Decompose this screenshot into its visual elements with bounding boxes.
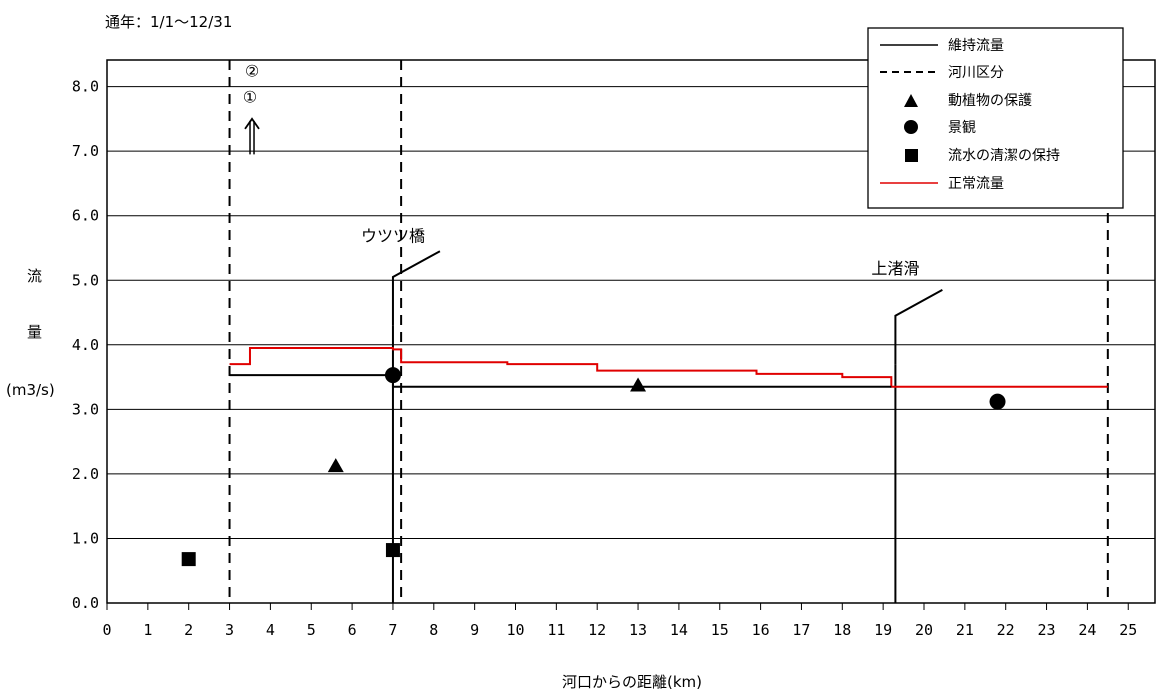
- x-tick-label: 2: [184, 621, 193, 639]
- legend-square-icon: [905, 149, 918, 162]
- x-tick-label: 24: [1078, 621, 1096, 639]
- legend-box: [867, 27, 1124, 209]
- x-tick-label: 17: [792, 621, 810, 639]
- legend-label-flora-fauna: 動植物の保護: [948, 93, 1032, 109]
- y-tick-label: 3.0: [72, 400, 99, 418]
- legend-label-water-quality: 流水の清潔の保持: [948, 148, 1060, 164]
- x-tick-label: 7: [388, 621, 397, 639]
- x-tick-label: 9: [470, 621, 479, 639]
- circled-number-label: ①: [243, 87, 257, 106]
- legend-circle-icon: [904, 120, 918, 134]
- x-axis-label: 河口からの距離(km): [562, 673, 702, 691]
- legend-label-landscape: 景観: [948, 119, 976, 136]
- x-tick-label: 1: [143, 621, 152, 639]
- bridge-symbol: [894, 289, 943, 365]
- circle-marker: [384, 367, 401, 384]
- data-markers: [181, 367, 1006, 567]
- bridge-name-label: 上渚滑: [871, 259, 919, 278]
- circled-number-label: ②: [245, 61, 259, 80]
- x-tick-label: 11: [547, 621, 565, 639]
- bridge-name-label: ウツツ橋: [361, 227, 425, 246]
- square-marker: [385, 543, 400, 558]
- triangle-marker: [327, 458, 344, 473]
- legend-triangle-icon: [904, 94, 918, 107]
- x-tick-label: 19: [874, 621, 892, 639]
- square-marker: [181, 552, 196, 567]
- y-tick-label: 2.0: [72, 465, 99, 483]
- x-tick-label: 12: [588, 621, 606, 639]
- y-tick-label: 5.0: [72, 271, 99, 289]
- y-axis-label-1: 流: [27, 267, 42, 285]
- legend-label-maintenance-flow: 維持流量: [948, 38, 1004, 54]
- series-lines: [229, 347, 1108, 388]
- x-tick-label: 15: [711, 621, 729, 639]
- tributary-lines: [391, 250, 943, 603]
- x-tick-label: 22: [997, 621, 1015, 639]
- chart-title: 通年：1/1〜12/31: [105, 13, 232, 31]
- x-tick-label: 3: [225, 621, 234, 639]
- x-tick-label: 6: [348, 621, 357, 639]
- triangle-marker: [630, 377, 647, 392]
- plot-frame: [106, 59, 1156, 604]
- arrow-head: [244, 117, 260, 130]
- bridge-symbol: [391, 250, 441, 326]
- x-tick-label: 14: [670, 621, 688, 639]
- y-axis-label-2: 量: [27, 323, 42, 341]
- legend-label-normal-flow: 正常流量: [948, 176, 1004, 192]
- x-tick-label: 18: [833, 621, 851, 639]
- y-tick-label: 6.0: [72, 207, 99, 225]
- maintenance-flow-line: [229, 374, 892, 388]
- x-tick-label: 0: [102, 621, 111, 639]
- legend: 維持流量 河川区分 動植物の保護 景観 流水の清潔の保持 正常流量: [867, 27, 1124, 209]
- y-tick-label: 0.0: [72, 594, 99, 612]
- y-axis-ticks: 0.0 1.0 2.0 3.0 4.0 5.0 6.0 7.0 8.0: [72, 78, 99, 612]
- y-tick-label: 7.0: [72, 142, 99, 160]
- x-tick-label: 10: [506, 621, 524, 639]
- grid-lines: [107, 86, 1155, 604]
- legend-label-river-division: 河川区分: [948, 65, 1004, 81]
- x-axis-ticks: 0 1 2 3 4 5 6 7 8 9 10 11 12 13 14 15 16 17 18 19 20 21 22 23 24…: [102, 603, 1137, 639]
- x-tick-label: 5: [307, 621, 316, 639]
- y-tick-label: 8.0: [72, 78, 99, 96]
- x-tick-label: 25: [1119, 621, 1137, 639]
- x-tick-label: 16: [752, 621, 770, 639]
- normal-flow-line: [229, 347, 1108, 388]
- x-tick-label: 21: [956, 621, 974, 639]
- y-tick-label: 1.0: [72, 529, 99, 547]
- x-tick-label: 13: [629, 621, 647, 639]
- y-axis-label-3: (m3/s): [6, 381, 55, 399]
- x-tick-label: 20: [915, 621, 933, 639]
- circle-marker: [989, 393, 1006, 410]
- y-tick-label: 4.0: [72, 336, 99, 354]
- x-tick-label: 23: [1038, 621, 1056, 639]
- x-tick-label: 8: [429, 621, 438, 639]
- x-tick-label: 4: [266, 621, 275, 639]
